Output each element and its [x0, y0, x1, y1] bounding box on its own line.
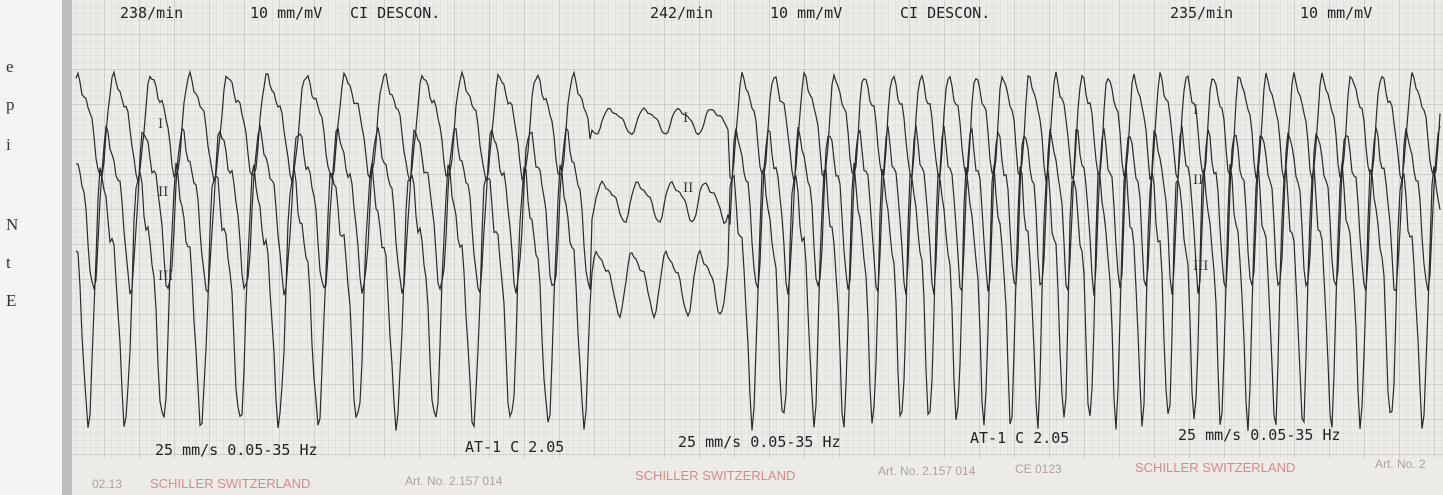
- filter: AT-1 C 2.05: [970, 429, 1069, 447]
- note: CI DESCON.: [350, 4, 440, 22]
- lead-label: II: [158, 185, 168, 200]
- lead-label: II: [683, 181, 693, 196]
- traces: [75, 69, 1441, 431]
- grid: [72, 0, 1443, 458]
- margin-letter: e: [6, 57, 14, 76]
- maker: SCHILLER SWITZERLAND: [1135, 460, 1295, 475]
- gain: 10 mm/mV: [250, 4, 322, 22]
- lead-label: I: [1193, 103, 1198, 118]
- code: 02.13: [92, 477, 122, 491]
- rate: 242/min: [650, 4, 713, 22]
- lead-label: I: [683, 111, 688, 126]
- lead-label: III: [1193, 259, 1208, 274]
- margin-letter: N: [6, 215, 18, 234]
- speed: 25 mm/s 0.05-35 Hz: [155, 441, 318, 459]
- rate: 235/min: [1170, 4, 1233, 22]
- note: CI DESCON.: [900, 4, 990, 22]
- ecg-trace: [75, 162, 1441, 431]
- gain: 10 mm/mV: [1300, 4, 1372, 22]
- shadow: [62, 0, 74, 495]
- left-page: [0, 0, 62, 495]
- lead-label: II: [1193, 173, 1203, 188]
- margin-letter: i: [6, 135, 11, 154]
- speed: 25 mm/s 0.05-35 Hz: [678, 433, 841, 451]
- lead-label: I: [158, 117, 163, 132]
- article: Art. No. 2: [1375, 457, 1426, 471]
- maker: SCHILLER SWITZERLAND: [635, 468, 795, 483]
- gain: 10 mm/mV: [770, 4, 842, 22]
- ecg-trace: [75, 69, 1441, 182]
- margin-letter: p: [6, 95, 15, 114]
- filter: AT-1 C 2.05: [465, 438, 564, 456]
- margin-letter: E: [6, 291, 16, 310]
- article: Art. No. 2.157 014: [405, 474, 503, 488]
- rate: 238/min: [120, 4, 183, 22]
- ce: CE 0123: [1015, 462, 1062, 476]
- lead-label: III: [158, 269, 173, 284]
- margin-letter: t: [6, 253, 11, 272]
- maker: SCHILLER SWITZERLAND: [150, 476, 310, 491]
- speed: 25 mm/s 0.05-35 Hz: [1178, 426, 1341, 444]
- article: Art. No. 2.157 014: [878, 464, 976, 478]
